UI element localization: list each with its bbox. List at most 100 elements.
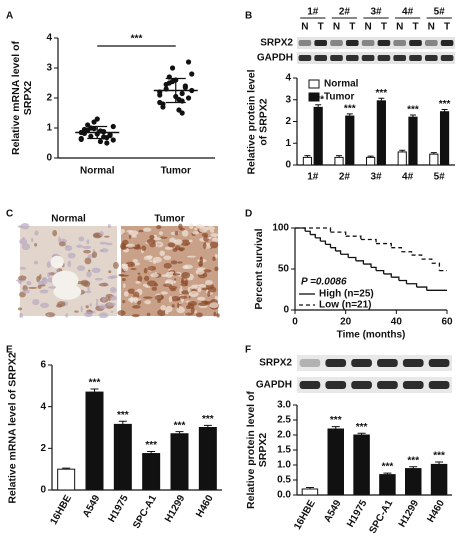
blot-lane-label: T xyxy=(349,22,355,33)
ihc-texture xyxy=(159,250,166,257)
survival-step xyxy=(315,237,321,242)
y-tick-label: 2.5 xyxy=(277,415,291,426)
blot-band xyxy=(330,40,343,46)
ihc-texture xyxy=(112,262,119,269)
x-tick-label: 16HBE xyxy=(48,493,74,527)
ihc-texture xyxy=(87,286,90,292)
ihc-texture xyxy=(133,296,139,303)
ihc-texture xyxy=(187,286,191,293)
error-bar xyxy=(62,467,71,470)
ihc-texture xyxy=(150,273,159,278)
survival-step xyxy=(330,231,347,237)
x-tick-label: 3# xyxy=(370,172,382,183)
error-bar xyxy=(399,149,406,152)
blot-band xyxy=(402,359,424,367)
ihc-texture xyxy=(210,233,219,238)
ihc-texture xyxy=(152,237,162,241)
ihc-texture xyxy=(185,242,188,246)
blot-lane-label: T xyxy=(381,22,387,33)
blot-band xyxy=(377,381,398,389)
panel-letter: B xyxy=(245,11,252,22)
ihc-texture xyxy=(141,245,147,251)
ihc-texture xyxy=(37,280,45,285)
ihc-texture xyxy=(99,249,104,252)
ihc-texture xyxy=(36,275,41,283)
data-point xyxy=(185,95,192,101)
blot-band xyxy=(440,40,454,46)
ihc-texture xyxy=(156,225,162,230)
ihc-texture xyxy=(30,237,34,243)
ihc-texture xyxy=(214,253,218,259)
bar xyxy=(408,116,418,166)
ihc-texture xyxy=(28,286,38,290)
ihc-texture xyxy=(164,309,169,315)
legend-swatch xyxy=(308,92,320,102)
significance-label: *** xyxy=(356,422,368,433)
bar xyxy=(327,428,344,496)
ihc-texture xyxy=(57,301,66,307)
blot-band xyxy=(393,40,407,46)
bar xyxy=(113,423,132,491)
ihc-texture xyxy=(190,306,195,314)
ihc-texture xyxy=(76,244,83,248)
ihc-texture xyxy=(180,282,188,287)
y-tick-label: 2.0 xyxy=(277,430,291,441)
blot-lane-label: T xyxy=(318,22,324,33)
blot-band xyxy=(428,359,450,367)
ihc-texture xyxy=(133,291,140,299)
ihc-texture xyxy=(143,267,148,274)
ihc-texture xyxy=(197,286,202,293)
y-tick-label: 0.0 xyxy=(277,490,291,501)
significance-label: *** xyxy=(89,378,101,389)
x-tick-label: SPC-A1 xyxy=(131,493,159,531)
error-bar xyxy=(315,104,322,108)
error-bar xyxy=(383,472,392,475)
bar xyxy=(439,111,450,166)
ihc-texture xyxy=(21,243,31,251)
bar xyxy=(170,433,189,491)
x-tick-label: Normal xyxy=(80,166,115,177)
ihc-texture xyxy=(94,277,103,281)
ihc-texture xyxy=(119,228,126,235)
ihc-texture xyxy=(76,265,86,271)
panel-letter: E xyxy=(6,345,13,356)
y-tick-label: 1.0 xyxy=(277,460,291,471)
ihc-texture xyxy=(146,280,157,287)
significance-label: *** xyxy=(344,104,356,115)
blot-row-label: GAPDH xyxy=(256,380,292,391)
ihc-texture xyxy=(209,241,219,249)
legend-label: High (n=25) xyxy=(319,289,374,300)
ihc-texture xyxy=(84,257,92,265)
ihc-texture xyxy=(131,313,140,318)
y-tick-label: 4 xyxy=(40,401,46,412)
ihc-texture xyxy=(163,255,172,260)
y-tick-label: 3 xyxy=(285,94,291,105)
image-title: Normal xyxy=(51,214,86,225)
ihc-texture xyxy=(130,268,137,271)
ihc-texture xyxy=(83,249,91,254)
survival-step xyxy=(416,286,428,291)
legend-label: Low (n=21) xyxy=(319,300,372,311)
data-point xyxy=(81,130,88,136)
ihc-texture xyxy=(133,246,142,250)
blot-band xyxy=(377,40,391,46)
x-tick-label: H1299 xyxy=(163,493,187,524)
data-point xyxy=(182,84,188,91)
blot-group-label: 1# xyxy=(307,7,319,18)
ihc-texture xyxy=(109,287,117,294)
data-point xyxy=(110,123,116,130)
survival-step xyxy=(376,242,392,248)
ihc-texture xyxy=(67,252,76,259)
x-tick-label: 1# xyxy=(307,172,319,183)
ihc-texture xyxy=(74,310,79,313)
blot-band xyxy=(314,55,328,61)
ihc-texture xyxy=(39,289,49,294)
y-tick-label: 2 xyxy=(285,116,291,127)
survival-step xyxy=(363,263,372,268)
y-tick-label: 100 xyxy=(272,223,289,234)
ihc-texture xyxy=(91,267,101,274)
ihc-texture xyxy=(123,283,126,288)
y-tick-label: 4 xyxy=(285,73,291,84)
ihc-texture xyxy=(64,245,73,251)
ihc-texture xyxy=(99,231,104,237)
